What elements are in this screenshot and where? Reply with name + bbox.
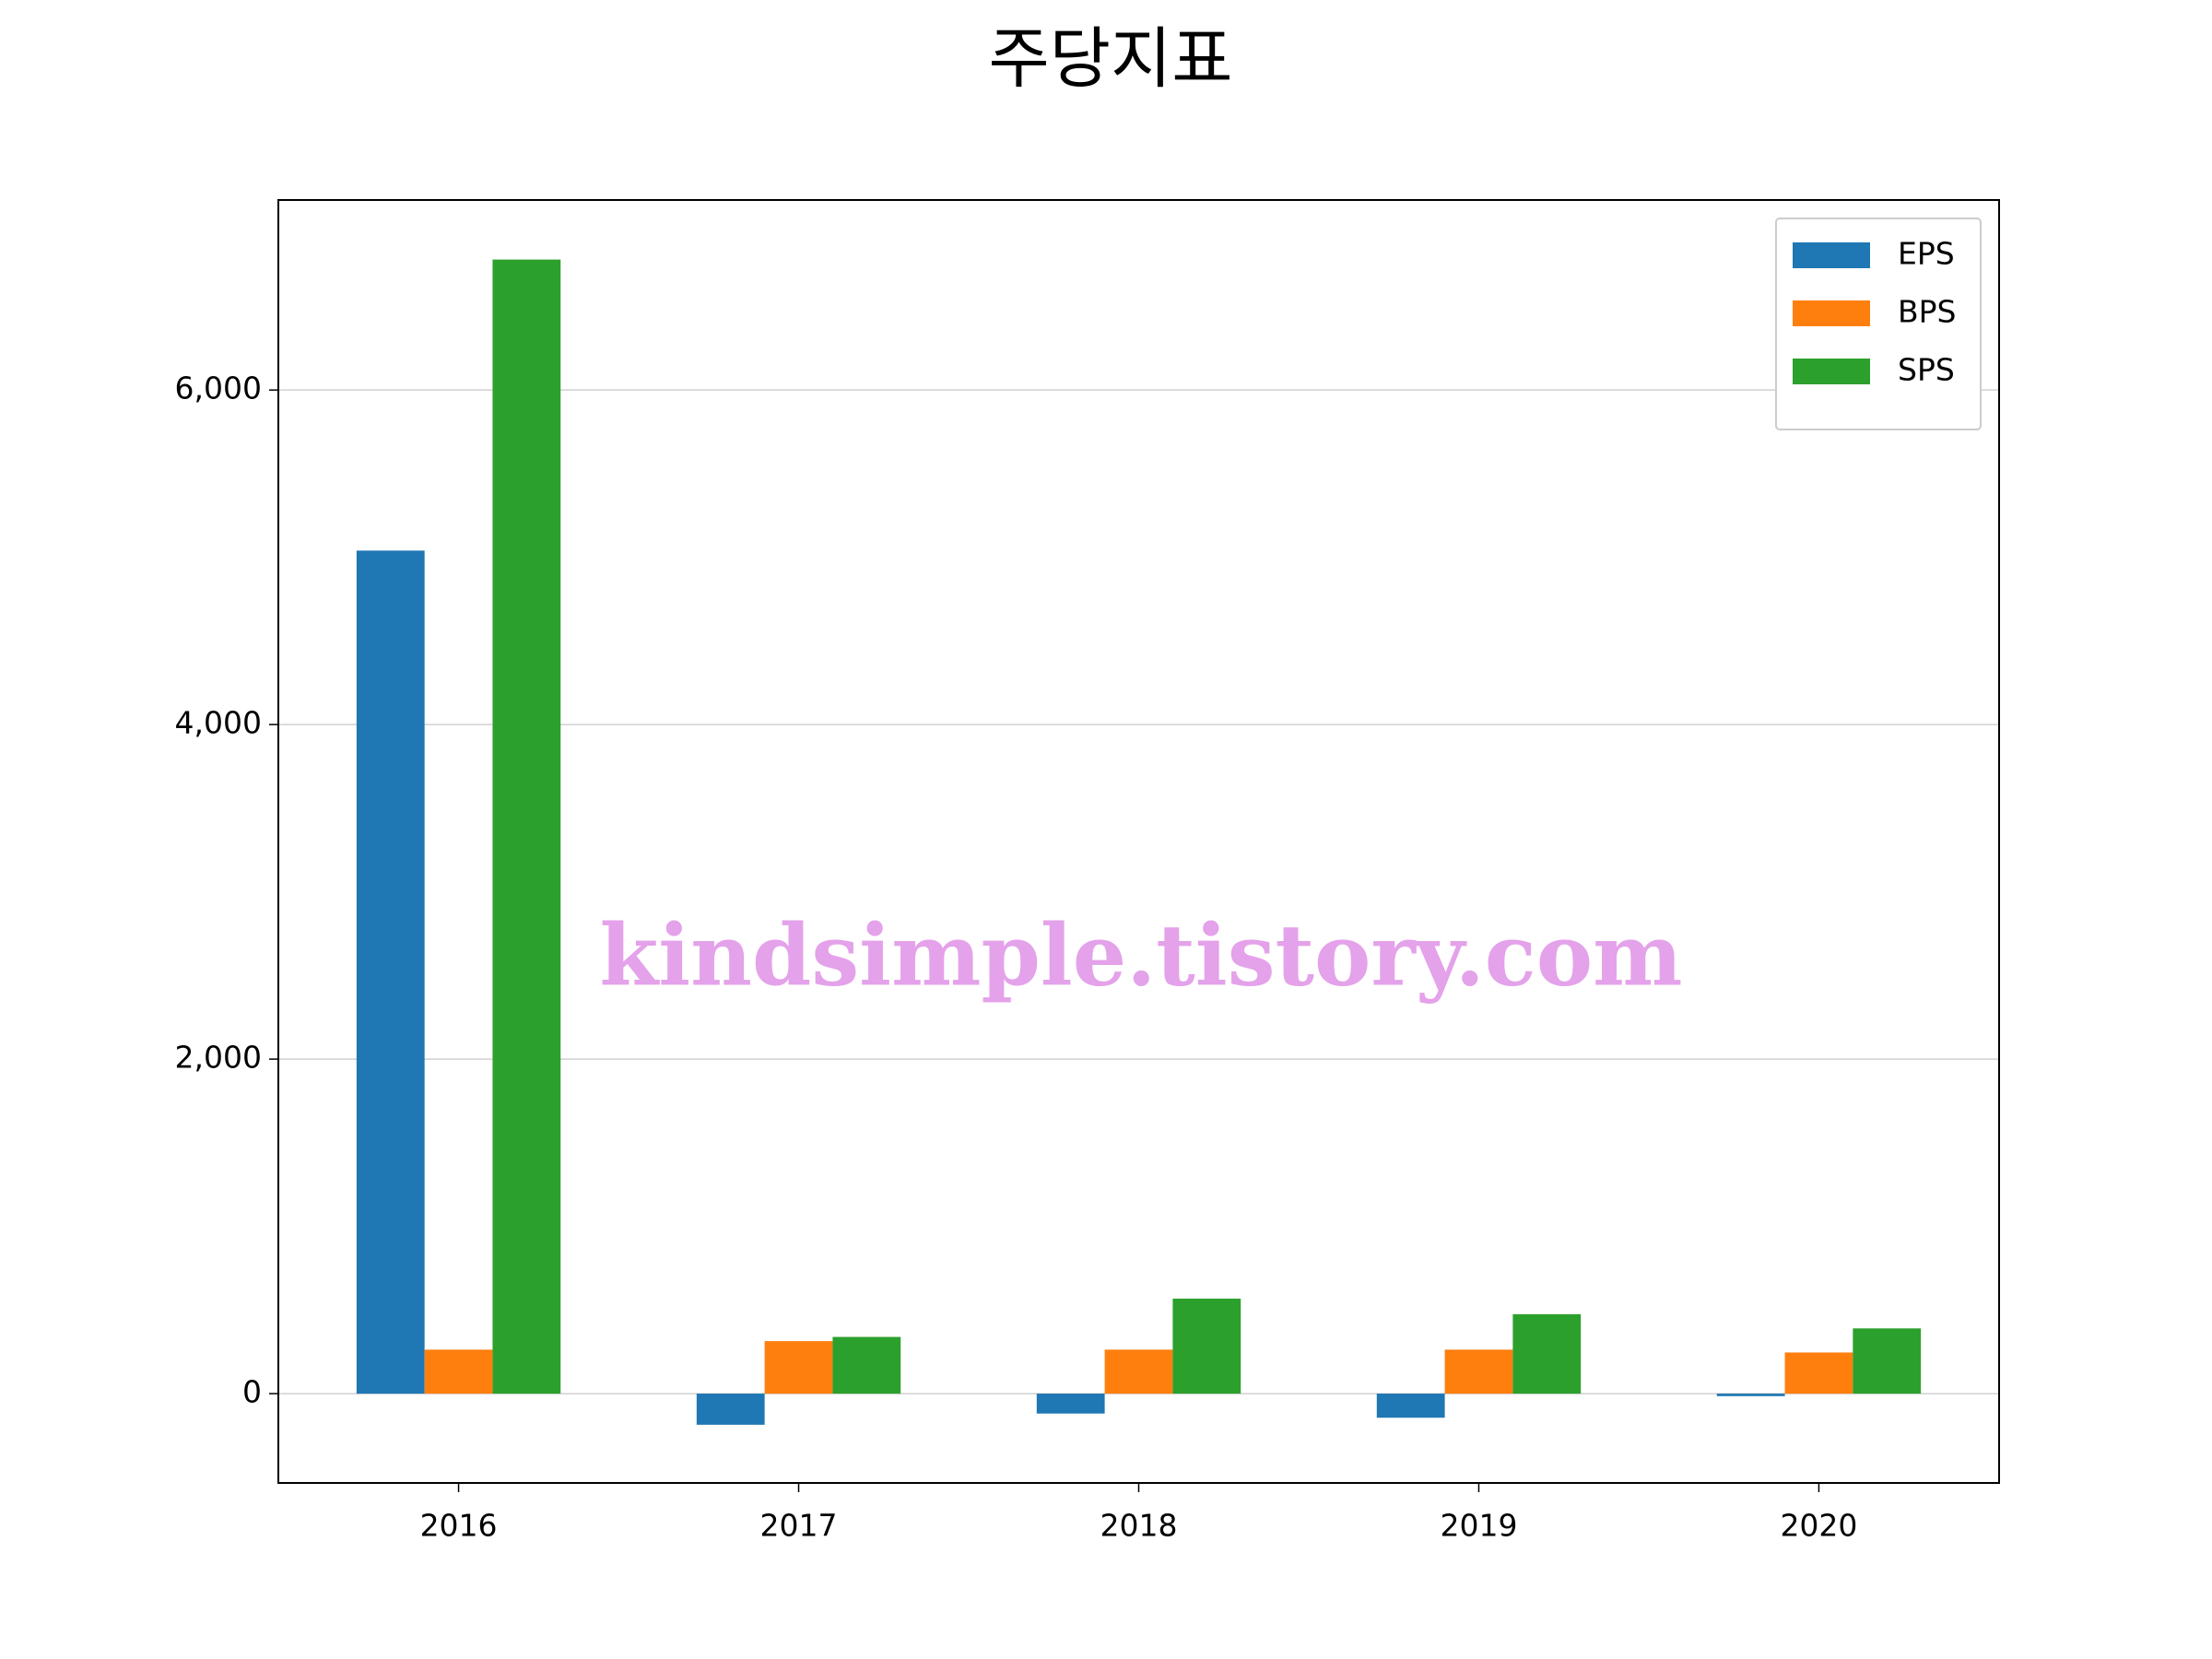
x-tick-label: 2018 — [1100, 1508, 1178, 1544]
bar — [1716, 1394, 1785, 1396]
x-tick-label: 2019 — [1440, 1508, 1517, 1544]
plot-frame — [277, 199, 2000, 1484]
bar — [1104, 1349, 1173, 1394]
chart-title: 주당지표 — [989, 20, 1233, 98]
y-tick-label: 2,000 — [175, 1040, 262, 1076]
legend-label: BPS — [1898, 294, 1957, 330]
legend-swatch — [1793, 242, 1870, 268]
bar — [1444, 1349, 1513, 1394]
bar — [356, 550, 425, 1394]
bar — [1853, 1328, 1922, 1394]
y-tick-label: 4,000 — [175, 705, 262, 741]
x-tick-label: 2016 — [420, 1508, 498, 1544]
bar — [1172, 1299, 1241, 1394]
bar — [424, 1349, 493, 1394]
x-tick-label: 2020 — [1780, 1508, 1857, 1544]
y-tick-label: 6,000 — [175, 371, 262, 406]
bar — [832, 1336, 901, 1394]
legend-swatch — [1793, 359, 1870, 384]
watermark: kindsimple.tistory.com — [599, 906, 1682, 1006]
legend-label: EPS — [1898, 236, 1955, 272]
y-tick-label: 0 — [242, 1374, 262, 1410]
bar — [1036, 1394, 1105, 1414]
legend-swatch — [1793, 300, 1870, 326]
bar — [764, 1341, 833, 1394]
bar — [1512, 1313, 1582, 1394]
x-tick-label: 2017 — [760, 1508, 838, 1544]
bar — [1376, 1394, 1445, 1418]
legend-label: SPS — [1898, 352, 1955, 388]
bar — [492, 259, 561, 1394]
bar — [1784, 1352, 1853, 1394]
bar — [696, 1394, 765, 1425]
